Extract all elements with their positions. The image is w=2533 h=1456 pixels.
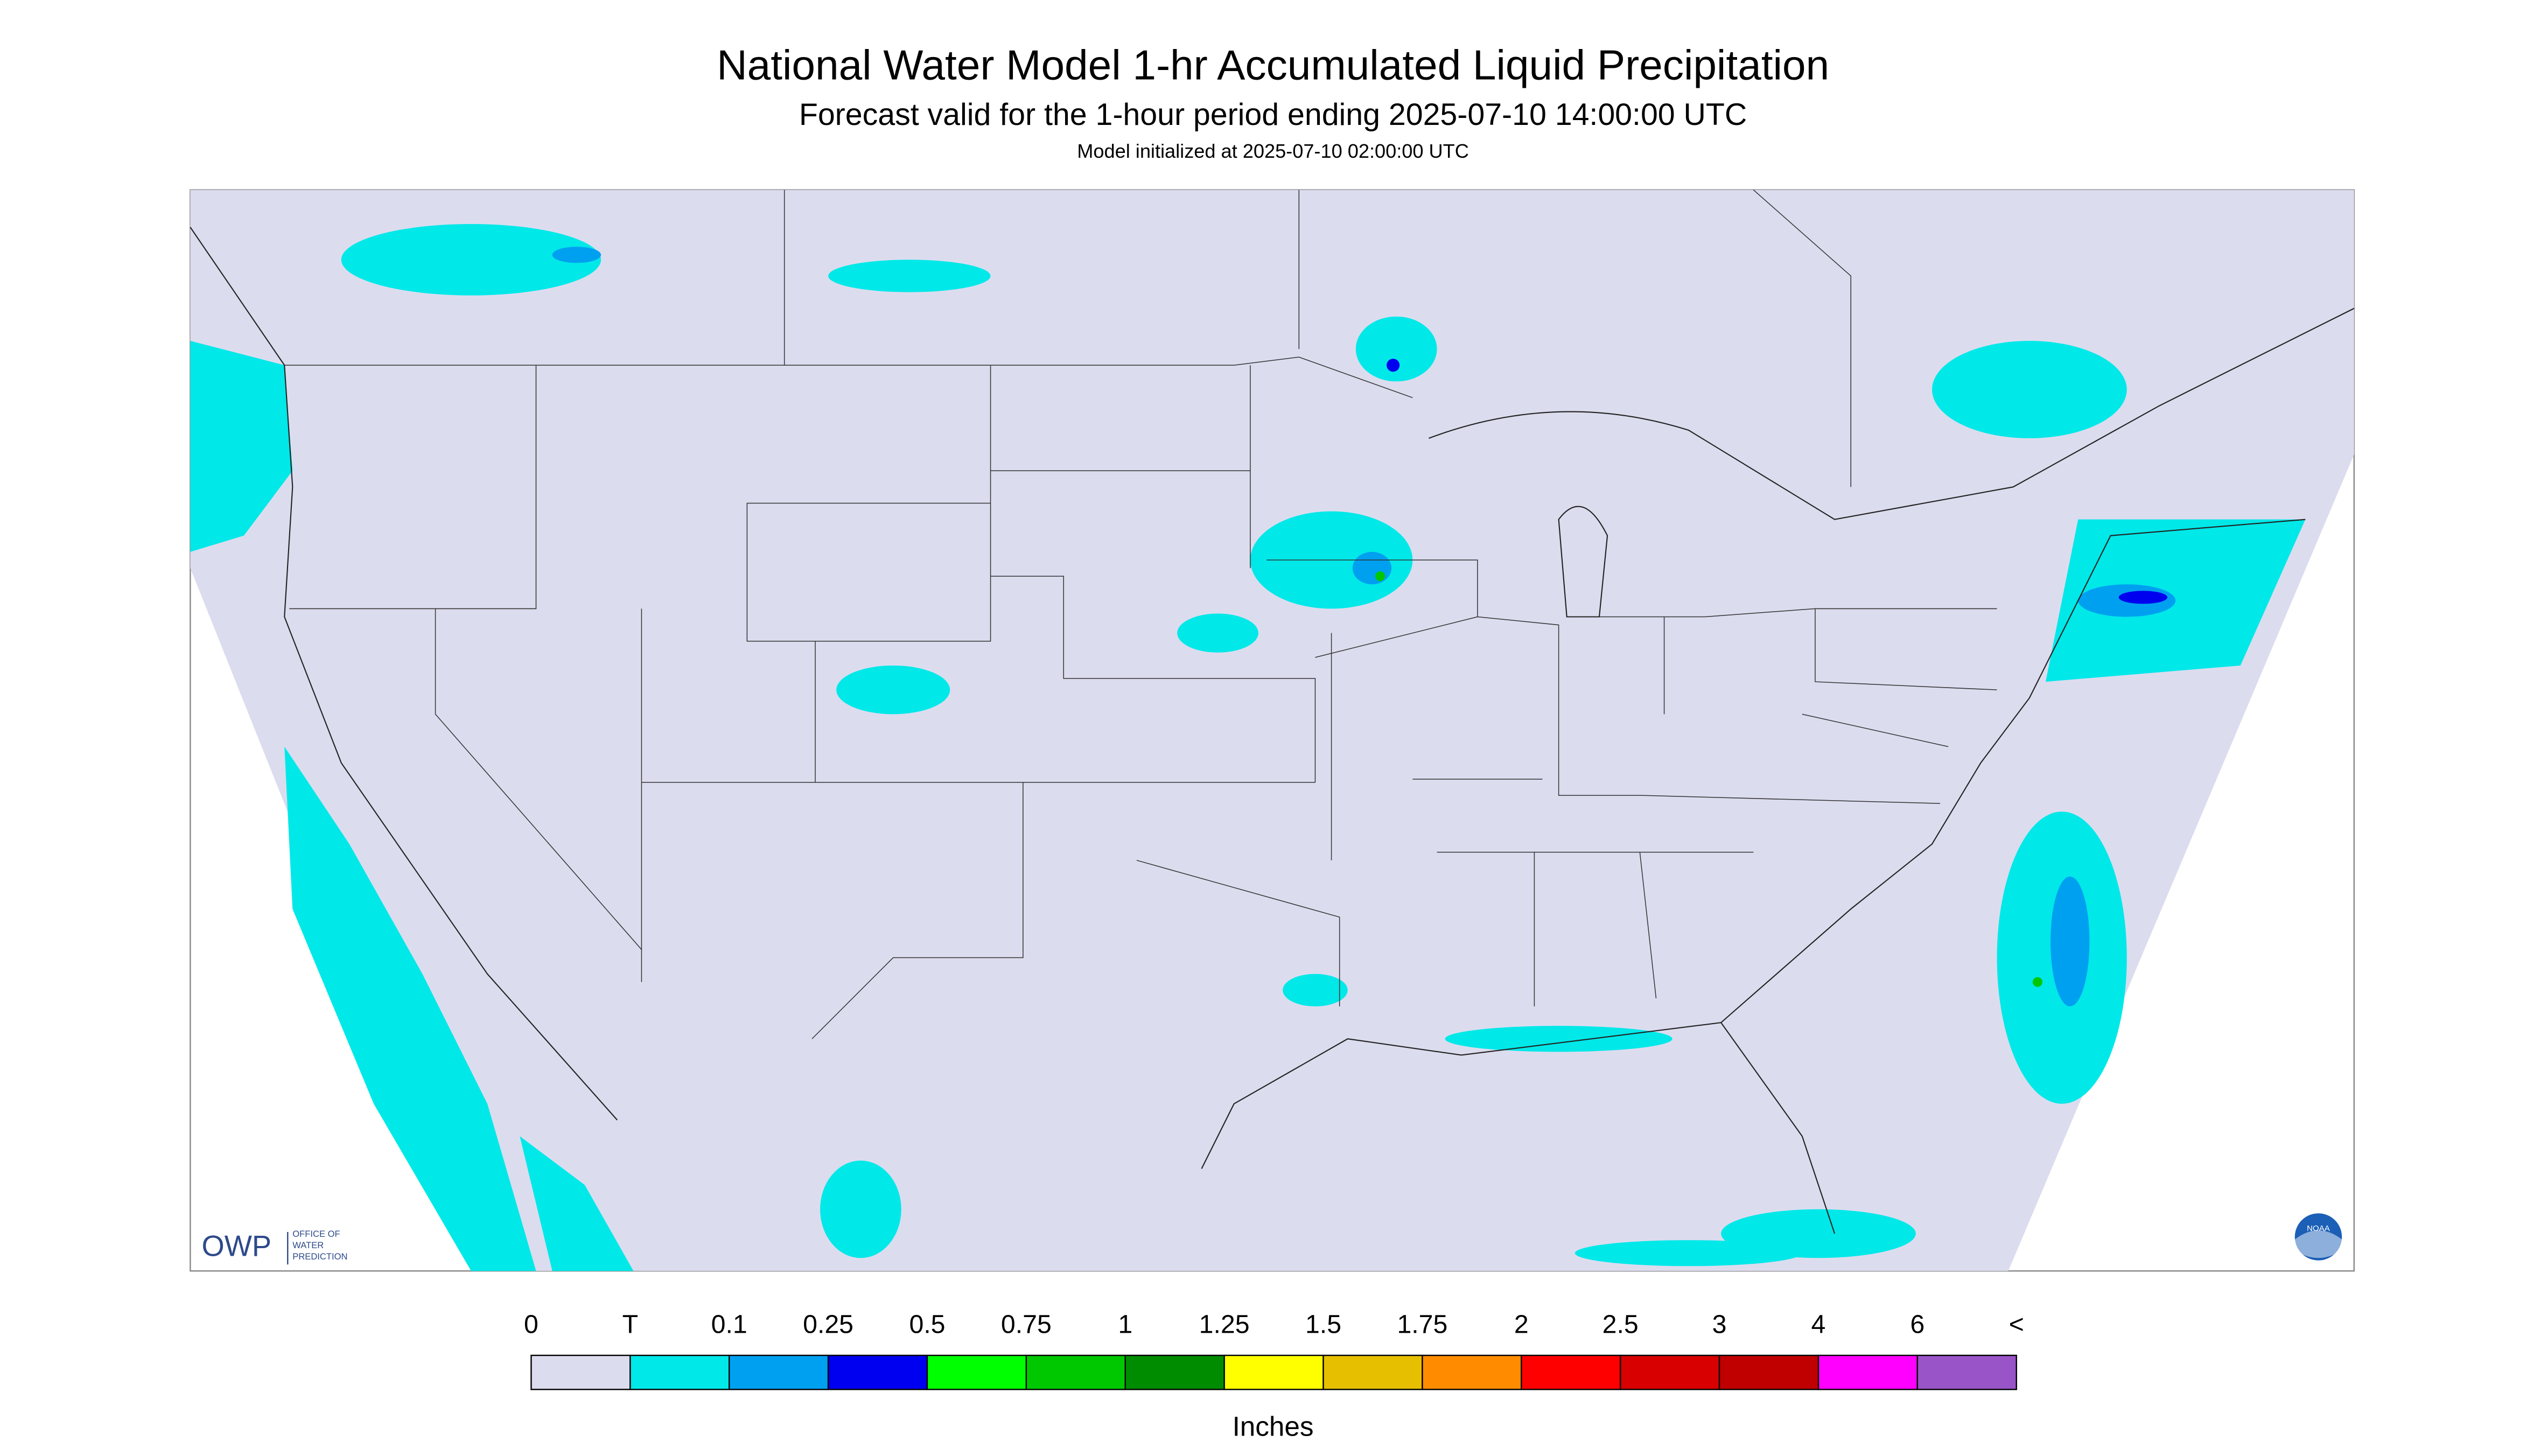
noaa-mark: NOAA	[2307, 1224, 2331, 1233]
legend-swatch	[827, 1354, 928, 1390]
legend-swatch	[1422, 1354, 1522, 1390]
noaa-logo: NOAA	[2293, 1212, 2344, 1262]
legend-swatch	[1521, 1354, 1621, 1390]
legend: 0 T 0.1 0.25 0.5 0.75 1 1.25 1.5 1.75 2 2.5 3 4 6 <	[524, 1310, 2024, 1390]
subtitle: Forecast valid for the 1-hour period end…	[799, 97, 1747, 132]
legend-label: 1.5	[1305, 1310, 1341, 1339]
owp-mark: OWP	[201, 1230, 271, 1262]
owp-text: OFFICE OF	[292, 1229, 340, 1239]
legend-label: <	[2009, 1310, 2024, 1339]
legend-label: 6	[1910, 1310, 1925, 1339]
owp-text: PREDICTION	[292, 1251, 347, 1262]
legend-swatch	[1223, 1354, 1324, 1390]
legend-label: 3	[1712, 1310, 1727, 1339]
legend-label: 2	[1514, 1310, 1529, 1339]
legend-label: 1.75	[1397, 1310, 1447, 1339]
legend-swatch	[629, 1354, 730, 1390]
legend-label: 0.75	[1001, 1310, 1052, 1339]
legend-swatch	[1124, 1354, 1225, 1390]
map: OWP OFFICE OF WATER PREDICTION NOAA	[190, 189, 2355, 1272]
init-note: Model initialized at 2025-07-10 02:00:00…	[1077, 140, 1469, 162]
legend-label: T	[622, 1310, 638, 1339]
boundaries	[190, 190, 2355, 1234]
legend-label: 2.5	[1603, 1310, 1639, 1339]
legend-swatch	[1718, 1354, 1820, 1390]
precip-heavy	[1375, 571, 2042, 987]
legend-swatch	[1916, 1354, 2017, 1390]
owp-logo: OWP OFFICE OF WATER PREDICTION	[201, 1229, 347, 1265]
legend-label: 0.1	[711, 1310, 747, 1339]
legend-swatch	[530, 1354, 631, 1390]
map-domain	[190, 190, 2354, 1271]
legend-label: 0	[524, 1310, 538, 1339]
owp-text: WATER	[292, 1240, 324, 1250]
legend-swatch	[926, 1354, 1027, 1390]
legend-label: 1.25	[1199, 1310, 1250, 1339]
legend-label: 4	[1811, 1310, 1826, 1339]
legend-unit: Inches	[1233, 1411, 1314, 1441]
legend-label: 0.5	[909, 1310, 945, 1339]
legend-swatch	[1817, 1354, 1919, 1390]
legend-label: 0.25	[803, 1310, 853, 1339]
legend-swatch	[1323, 1354, 1423, 1390]
legend-label: 1	[1118, 1310, 1132, 1339]
legend-swatch	[1025, 1354, 1126, 1390]
legend-swatch	[728, 1354, 829, 1390]
legend-swatch	[1619, 1354, 1720, 1390]
title: National Water Model 1-hr Accumulated Li…	[717, 41, 1829, 88]
precip-moderate	[1387, 359, 2168, 604]
